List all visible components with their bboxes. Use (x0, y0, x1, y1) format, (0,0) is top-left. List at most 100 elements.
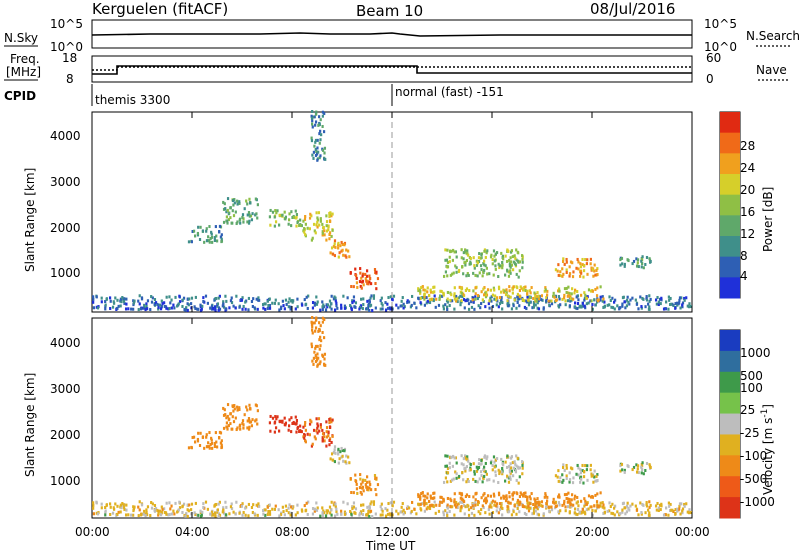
velocity-cell (462, 498, 465, 502)
velocity-cell (571, 493, 574, 497)
power-cell (153, 298, 157, 302)
power-cell (460, 248, 463, 252)
power-cell (330, 246, 334, 250)
velocity-cell (593, 504, 596, 508)
velocity-cell (325, 435, 329, 439)
velocity-cell (489, 503, 492, 507)
power-cell (361, 307, 364, 311)
velocity-cell (190, 446, 193, 450)
power-cell (316, 218, 320, 222)
power-cell (493, 297, 496, 301)
power-cell (608, 295, 611, 299)
velocity-cell (583, 510, 586, 514)
velocity-cell (190, 512, 193, 516)
velocity-cell (320, 339, 323, 343)
velocity-cell (261, 509, 265, 513)
velocity-cell (359, 473, 362, 477)
power-cell (92, 297, 95, 301)
velocity-cell (532, 506, 536, 510)
power-cell (527, 303, 531, 307)
velocity-cell (312, 321, 315, 325)
power-cell (507, 270, 511, 274)
velocity-cell (289, 513, 292, 517)
velocity-cell (460, 454, 463, 458)
power-cell (241, 296, 244, 300)
power-cell (593, 269, 596, 273)
power-cell (360, 276, 363, 280)
power-cell (310, 122, 314, 126)
velocity-cell (153, 504, 157, 508)
power-cell (347, 249, 350, 253)
velocity-cell (352, 491, 355, 495)
power-cell (451, 258, 454, 262)
velocity-cell (678, 507, 681, 511)
velocity-cell (92, 512, 95, 516)
velocity-cell (505, 465, 509, 469)
power-cell (442, 293, 445, 297)
power-cell (510, 263, 514, 267)
power-cell (283, 307, 286, 311)
power-cell (591, 289, 594, 293)
velocity-cell (595, 506, 599, 510)
power-cell (572, 270, 575, 274)
velocity-cell (310, 320, 313, 324)
power-cell (311, 153, 314, 157)
velocity-cell (244, 513, 247, 517)
power-cell (683, 298, 686, 302)
cpid-mode-1: themis 3300 (95, 93, 170, 107)
power-cell (142, 306, 145, 310)
velocity-cell (194, 512, 197, 516)
velocity-cell (370, 500, 373, 504)
velocity-cell (423, 501, 426, 505)
power-cell (462, 272, 465, 276)
power-cell (366, 281, 369, 285)
power-cell (163, 304, 166, 308)
power-cell (488, 272, 491, 276)
velocity-cell (631, 468, 634, 472)
power-cell (276, 209, 279, 213)
power-cell (380, 296, 383, 300)
power-cell (315, 223, 318, 227)
power-cell (497, 262, 500, 266)
power-cell (450, 249, 453, 253)
power-cell (185, 306, 188, 310)
power-cell (582, 269, 586, 273)
power-cell (413, 301, 416, 305)
velocity-cell (506, 454, 509, 458)
velocity-cell (558, 503, 561, 507)
freq-trace (92, 65, 692, 75)
velocity-cell (210, 438, 213, 442)
velocity-cell (310, 328, 314, 332)
velocity-cell (163, 507, 166, 511)
velocity-cell (635, 463, 638, 467)
power-cell (386, 306, 390, 310)
power-cell (415, 306, 418, 310)
power-cell (595, 268, 598, 272)
power-cell (355, 281, 359, 285)
velocity-cell (310, 322, 314, 326)
power-cell (321, 148, 325, 152)
power-cell (325, 224, 328, 228)
velocity-cell (619, 512, 622, 516)
velocity-cell (168, 512, 171, 516)
velocity-cell (275, 417, 278, 421)
power-cell (501, 307, 504, 311)
power-cell (244, 307, 247, 311)
velocity-cell (266, 505, 269, 509)
power-cell (492, 273, 495, 277)
power-cell (568, 294, 571, 298)
velocity-cell (494, 458, 498, 462)
velocity-cell (329, 457, 332, 461)
velocity-cell (505, 494, 508, 498)
power-cell (323, 305, 326, 309)
power-cell (461, 295, 464, 299)
velocity-cell (305, 501, 308, 505)
power-cell (247, 211, 251, 215)
velocity-cell (184, 514, 187, 518)
power-cell (217, 296, 220, 300)
velocity-cell (462, 478, 465, 482)
velocity-cell (626, 501, 629, 505)
velocity-cell (499, 506, 503, 510)
velocity-cell (199, 509, 202, 513)
power-cell (315, 295, 318, 299)
